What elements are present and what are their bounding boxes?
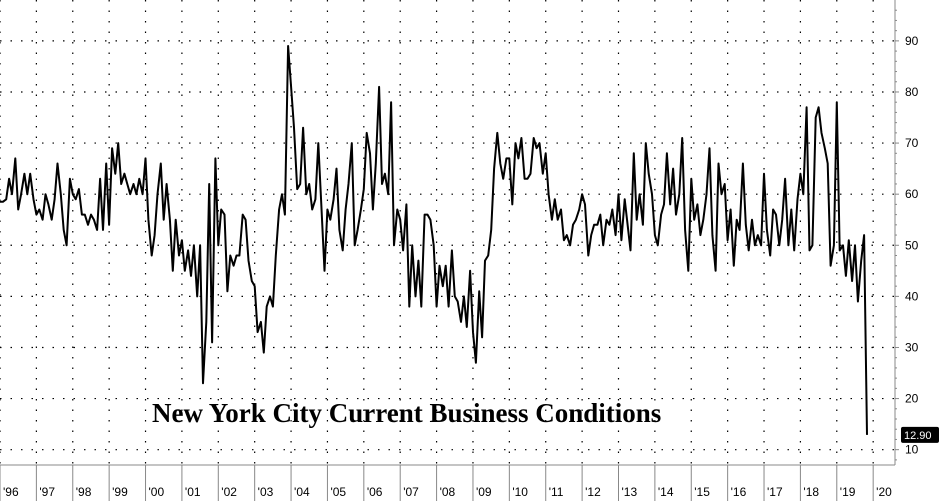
x-tick-label: '10 — [512, 485, 528, 499]
x-tick-label: '98 — [76, 485, 92, 499]
y-tick-label: 80 — [905, 85, 919, 99]
x-tick-label: '19 — [840, 485, 856, 499]
x-tick-label: '01 — [185, 485, 201, 499]
x-tick-label: '05 — [330, 485, 346, 499]
grid-lines — [0, 0, 895, 465]
x-tick-label: '99 — [112, 485, 128, 499]
y-tick-label: 10 — [905, 443, 919, 457]
x-tick-label: '08 — [440, 485, 456, 499]
y-tick-label: 60 — [905, 187, 919, 201]
last-value-label: 12.90 — [904, 430, 932, 442]
y-tick-label: 20 — [905, 392, 919, 406]
y-axis-ticks: 10 20 30 40 50 60 70 80 90 — [895, 9, 919, 461]
x-tick-label: '02 — [221, 485, 237, 499]
y-tick-label: 90 — [905, 34, 919, 48]
x-tick-label: '04 — [294, 485, 310, 499]
x-tick-label: '06 — [367, 485, 383, 499]
x-tick-label: '09 — [476, 485, 492, 499]
y-tick-label: 40 — [905, 289, 919, 303]
x-tick-label: '14 — [658, 485, 674, 499]
last-value-badge-box — [901, 426, 939, 443]
x-tick-label: '20 — [876, 485, 892, 499]
y-tick-label: 70 — [905, 136, 919, 150]
x-tick-label: '03 — [258, 485, 274, 499]
y-tick-label: 30 — [905, 340, 919, 354]
x-tick-label: '12 — [585, 485, 601, 499]
x-axis-ticks: '96 '97 '98 '99 '00 '01 '02 '03 '04 '05 '06 '07 '08 '… — [0, 465, 892, 501]
x-tick-label: '18 — [803, 485, 819, 499]
chart-title: New York City Current Business Condition… — [152, 398, 661, 428]
x-tick-label: '00 — [149, 485, 165, 499]
x-tick-label: '16 — [731, 485, 747, 499]
x-tick-label: '13 — [621, 485, 637, 499]
series-line — [0, 45, 868, 435]
x-tick-label: '17 — [767, 485, 783, 499]
x-tick-label: '11 — [549, 485, 564, 499]
last-value-badge: 12.90 — [901, 426, 939, 443]
x-tick-label: '15 — [694, 485, 710, 499]
x-tick-label: '96 — [3, 485, 19, 499]
x-tick-label: '97 — [39, 485, 55, 499]
y-tick-label: 50 — [905, 238, 919, 252]
x-tick-label: '07 — [403, 485, 419, 499]
